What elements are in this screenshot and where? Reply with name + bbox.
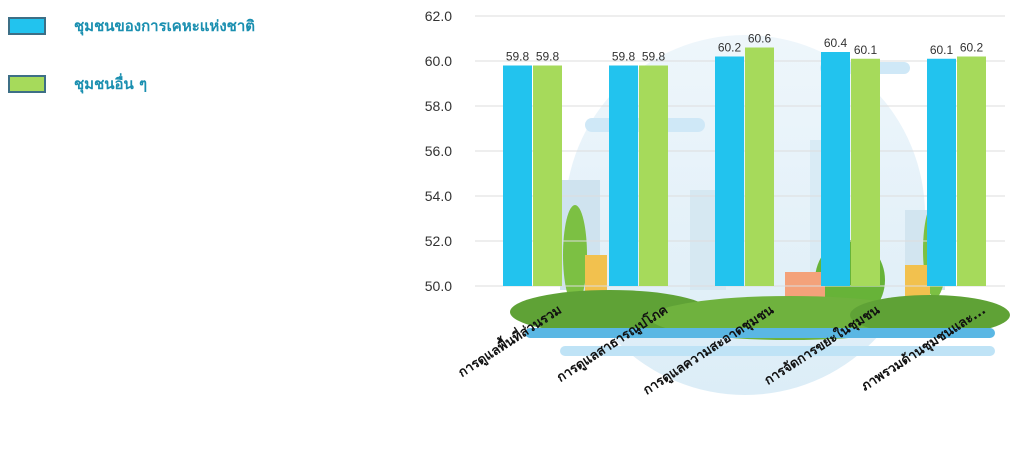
legend-item-series-2[interactable]: ชุมชนอื่น ๆ	[8, 72, 255, 96]
legend-label-series-1: ชุมชนของการเคหะแห่งชาติ	[74, 17, 255, 35]
y-axis: 50.0 52.0 54.0 56.0 58.0 60.0 62.0	[425, 8, 452, 294]
bar[interactable]	[503, 65, 532, 287]
bar[interactable]	[957, 56, 986, 287]
data-label: 60.4	[824, 36, 848, 50]
data-label: 59.8	[642, 50, 666, 64]
bar[interactable]	[927, 58, 956, 286]
legend-item-series-1[interactable]: ชุมชนของการเคหะแห่งชาติ	[8, 14, 255, 38]
road	[525, 328, 995, 338]
bar[interactable]	[821, 52, 850, 286]
legend-label-series-2: ชุมชนอื่น ๆ	[74, 75, 148, 93]
hill	[850, 295, 1010, 335]
y-tick-label: 58.0	[425, 98, 452, 114]
legend-swatch-series-2	[8, 75, 46, 93]
data-label: 60.2	[960, 41, 984, 55]
data-label: 60.1	[930, 43, 954, 57]
data-label: 60.6	[748, 32, 772, 46]
data-label: 60.2	[718, 41, 742, 55]
y-tick-label: 52.0	[425, 233, 452, 249]
y-tick-label: 54.0	[425, 188, 452, 204]
bar[interactable]	[715, 56, 744, 287]
data-label: 59.8	[612, 50, 636, 64]
y-tick-label: 56.0	[425, 143, 452, 159]
y-tick-label: 60.0	[425, 53, 452, 69]
x-tick-label: การดูแลพื้นที่ส่วนรวม	[454, 299, 565, 380]
data-labels: 59.8 59.8 59.8 59.8 60.2 60.6 60.4 60.1 60.1 60.2	[506, 32, 984, 64]
water	[560, 346, 995, 356]
bar[interactable]	[533, 65, 562, 287]
tree	[563, 205, 587, 305]
legend: ชุมชนของการเคหะแห่งชาติ ชุมชนอื่น ๆ	[8, 14, 255, 130]
y-tick-label: 50.0	[425, 278, 452, 294]
bar[interactable]	[639, 65, 668, 287]
data-label: 60.1	[854, 43, 878, 57]
bar[interactable]	[609, 65, 638, 287]
bar[interactable]	[745, 47, 774, 287]
bar[interactable]	[851, 58, 880, 286]
bars	[503, 47, 986, 287]
data-label: 59.8	[506, 50, 530, 64]
data-label: 59.8	[536, 50, 560, 64]
y-tick-label: 62.0	[425, 8, 452, 24]
legend-swatch-series-1	[8, 17, 46, 35]
